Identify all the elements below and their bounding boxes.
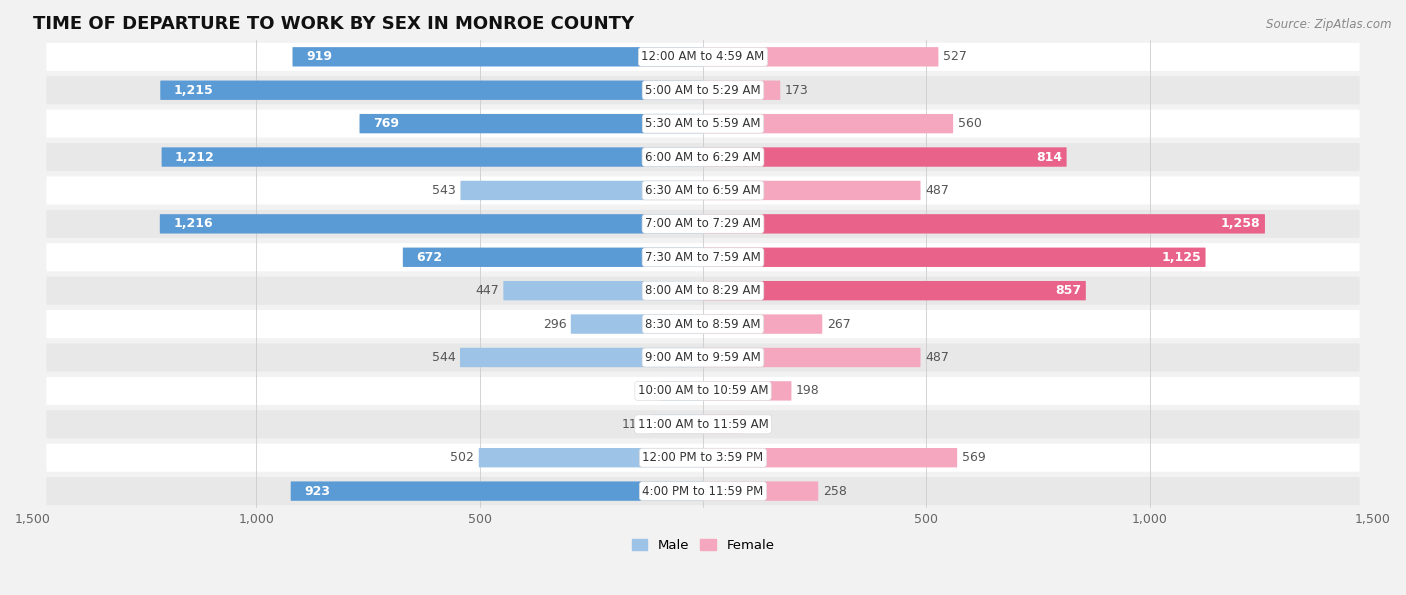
FancyBboxPatch shape: [503, 281, 703, 300]
Text: 8:30 AM to 8:59 AM: 8:30 AM to 8:59 AM: [645, 318, 761, 331]
Text: 560: 560: [957, 117, 981, 130]
FancyBboxPatch shape: [46, 310, 1360, 338]
Text: 96: 96: [640, 384, 655, 397]
Text: 672: 672: [416, 250, 443, 264]
Text: 4:00 PM to 11:59 PM: 4:00 PM to 11:59 PM: [643, 484, 763, 497]
Text: 527: 527: [943, 51, 967, 63]
Text: 10:00 AM to 10:59 AM: 10:00 AM to 10:59 AM: [638, 384, 768, 397]
FancyBboxPatch shape: [291, 481, 703, 501]
Text: 118: 118: [621, 418, 645, 431]
FancyBboxPatch shape: [571, 314, 703, 334]
FancyBboxPatch shape: [703, 481, 818, 501]
FancyBboxPatch shape: [46, 210, 1360, 238]
Text: 173: 173: [785, 84, 808, 97]
Text: 5:30 AM to 5:59 AM: 5:30 AM to 5:59 AM: [645, 117, 761, 130]
Text: TIME OF DEPARTURE TO WORK BY SEX IN MONROE COUNTY: TIME OF DEPARTURE TO WORK BY SEX IN MONR…: [32, 15, 634, 33]
Text: Source: ZipAtlas.com: Source: ZipAtlas.com: [1267, 18, 1392, 31]
FancyBboxPatch shape: [360, 114, 703, 133]
Text: 9:00 AM to 9:59 AM: 9:00 AM to 9:59 AM: [645, 351, 761, 364]
Text: 7:00 AM to 7:29 AM: 7:00 AM to 7:29 AM: [645, 217, 761, 230]
FancyBboxPatch shape: [46, 277, 1360, 305]
FancyBboxPatch shape: [703, 181, 921, 200]
FancyBboxPatch shape: [703, 314, 823, 334]
FancyBboxPatch shape: [703, 448, 957, 468]
Text: 1,125: 1,125: [1161, 250, 1201, 264]
Text: 258: 258: [823, 484, 846, 497]
Text: 923: 923: [304, 484, 330, 497]
FancyBboxPatch shape: [160, 80, 703, 100]
Text: 1,216: 1,216: [173, 217, 212, 230]
FancyBboxPatch shape: [46, 411, 1360, 439]
Text: 12:00 AM to 4:59 AM: 12:00 AM to 4:59 AM: [641, 51, 765, 63]
FancyBboxPatch shape: [703, 47, 938, 67]
FancyBboxPatch shape: [460, 181, 703, 200]
FancyBboxPatch shape: [703, 248, 1205, 267]
FancyBboxPatch shape: [479, 448, 703, 468]
FancyBboxPatch shape: [46, 43, 1360, 71]
FancyBboxPatch shape: [46, 143, 1360, 171]
Text: 296: 296: [543, 318, 567, 331]
Text: 1,212: 1,212: [174, 151, 215, 164]
FancyBboxPatch shape: [703, 281, 1085, 300]
FancyBboxPatch shape: [651, 415, 703, 434]
FancyBboxPatch shape: [46, 176, 1360, 205]
FancyBboxPatch shape: [703, 348, 921, 367]
FancyBboxPatch shape: [46, 444, 1360, 472]
FancyBboxPatch shape: [703, 214, 1265, 234]
FancyBboxPatch shape: [46, 243, 1360, 271]
FancyBboxPatch shape: [46, 377, 1360, 405]
Text: 544: 544: [432, 351, 456, 364]
Text: 447: 447: [475, 284, 499, 297]
Text: 11:00 AM to 11:59 AM: 11:00 AM to 11:59 AM: [638, 418, 768, 431]
Text: 267: 267: [827, 318, 851, 331]
FancyBboxPatch shape: [160, 214, 703, 234]
Text: 569: 569: [962, 451, 986, 464]
FancyBboxPatch shape: [46, 343, 1360, 371]
FancyBboxPatch shape: [703, 381, 792, 400]
Text: 1,215: 1,215: [174, 84, 214, 97]
Text: 814: 814: [1036, 151, 1062, 164]
Text: 487: 487: [925, 184, 949, 197]
FancyBboxPatch shape: [292, 47, 703, 67]
Text: 6:30 AM to 6:59 AM: 6:30 AM to 6:59 AM: [645, 184, 761, 197]
FancyBboxPatch shape: [659, 381, 703, 400]
FancyBboxPatch shape: [46, 109, 1360, 137]
Text: 1,258: 1,258: [1220, 217, 1261, 230]
Text: 919: 919: [307, 51, 332, 63]
Text: 198: 198: [796, 384, 820, 397]
Text: 8:00 AM to 8:29 AM: 8:00 AM to 8:29 AM: [645, 284, 761, 297]
FancyBboxPatch shape: [703, 80, 780, 100]
FancyBboxPatch shape: [402, 248, 703, 267]
Text: 89: 89: [747, 418, 763, 431]
FancyBboxPatch shape: [703, 148, 1067, 167]
FancyBboxPatch shape: [460, 348, 703, 367]
Text: 543: 543: [432, 184, 456, 197]
Text: 12:00 PM to 3:59 PM: 12:00 PM to 3:59 PM: [643, 451, 763, 464]
Legend: Male, Female: Male, Female: [626, 534, 780, 558]
Text: 502: 502: [450, 451, 474, 464]
Text: 7:30 AM to 7:59 AM: 7:30 AM to 7:59 AM: [645, 250, 761, 264]
FancyBboxPatch shape: [162, 148, 703, 167]
Text: 857: 857: [1056, 284, 1081, 297]
FancyBboxPatch shape: [46, 76, 1360, 104]
FancyBboxPatch shape: [46, 477, 1360, 505]
Text: 5:00 AM to 5:29 AM: 5:00 AM to 5:29 AM: [645, 84, 761, 97]
Text: 6:00 AM to 6:29 AM: 6:00 AM to 6:29 AM: [645, 151, 761, 164]
Text: 487: 487: [925, 351, 949, 364]
FancyBboxPatch shape: [703, 114, 953, 133]
Text: 769: 769: [373, 117, 399, 130]
FancyBboxPatch shape: [703, 415, 742, 434]
